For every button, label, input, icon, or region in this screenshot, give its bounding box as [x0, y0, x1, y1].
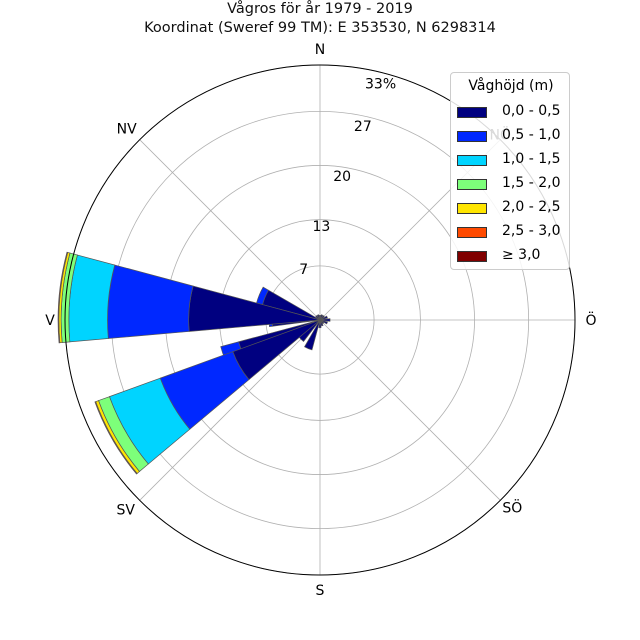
legend-entry: 0,5 - 1,0 [457, 127, 567, 147]
rose-bar-segment [319, 315, 325, 321]
rose-bars [57, 251, 331, 475]
rose-bar-segment [57, 251, 69, 344]
legend-entry: 1,0 - 1,5 [457, 151, 567, 171]
legend-swatch [457, 203, 487, 214]
legend: Våghöjd (m) 0,0 - 0,5 0,5 - 1,0 1,0 - 1,5 1… [450, 72, 570, 270]
legend-swatch [457, 251, 487, 262]
rose-bar-segment [94, 401, 138, 475]
rose-bar-segment [319, 315, 321, 321]
legend-label: 1,0 - 1,5 [502, 151, 561, 167]
legend-entry: 2,5 - 3,0 [457, 223, 567, 243]
polar-frame [64, 64, 576, 576]
rose-bar-segment [318, 319, 322, 329]
legend-swatch [457, 155, 487, 166]
legend-label: 0,0 - 0,5 [502, 103, 561, 119]
direction-label: NV [117, 122, 137, 138]
radial-tick-label: 7 [299, 262, 308, 278]
legend-label: 2,0 - 2,5 [502, 199, 561, 215]
legend-swatch [457, 179, 487, 190]
legend-entry: ≥ 3,0 [457, 247, 567, 267]
legend-label: 2,5 - 3,0 [502, 223, 561, 239]
radial-tick-label: 27 [354, 119, 372, 135]
grid-spoke [319, 319, 501, 501]
legend-entry: 0,0 - 0,5 [457, 103, 567, 123]
radial-tick-label: 13 [313, 219, 331, 235]
rose-bar-segment [315, 315, 321, 321]
legend-label: 0,5 - 1,0 [502, 127, 561, 143]
rose-bar-segment [319, 318, 331, 322]
rose-bar-segment [68, 254, 116, 343]
legend-swatch [457, 131, 487, 142]
legend-label: ≥ 3,0 [502, 247, 541, 263]
grid-spoke [139, 139, 321, 321]
direction-label: SÖ [502, 498, 522, 516]
radial-tick-labels: 7 13 20 27 33% [299, 76, 396, 278]
radial-tick-label: 20 [333, 169, 351, 185]
chart-subtitle: Koordinat (Sweref 99 TM): E 353530, N 62… [144, 20, 496, 36]
legend-label: 1,5 - 2,0 [502, 175, 561, 191]
radial-tick-label: 33% [365, 76, 396, 92]
legend-swatch [457, 107, 487, 118]
rose-bar-segment [319, 315, 328, 321]
legend-title: Våghöjd (m) [468, 78, 554, 94]
direction-label: Ö [585, 311, 596, 329]
direction-label: N [315, 42, 325, 58]
rose-bar-segment [232, 319, 321, 381]
legend-swatch [457, 227, 487, 238]
direction-label: SV [116, 502, 135, 518]
direction-label: S [316, 583, 325, 599]
rose-bar-segment [107, 264, 194, 339]
rose-bar-segment [316, 314, 321, 321]
legend-entry: 1,5 - 2,0 [457, 175, 567, 195]
direction-label: V [45, 313, 55, 329]
rose-bar-segment [304, 319, 321, 351]
chart-title: Vågros för år 1979 - 2019 [227, 1, 413, 17]
rose-bar-segment [256, 286, 269, 306]
rose-bar-segment [319, 319, 324, 327]
legend-entry: 2,0 - 2,5 [457, 199, 567, 219]
rose-bar-segment [319, 319, 328, 325]
grid-spoke [139, 319, 321, 501]
